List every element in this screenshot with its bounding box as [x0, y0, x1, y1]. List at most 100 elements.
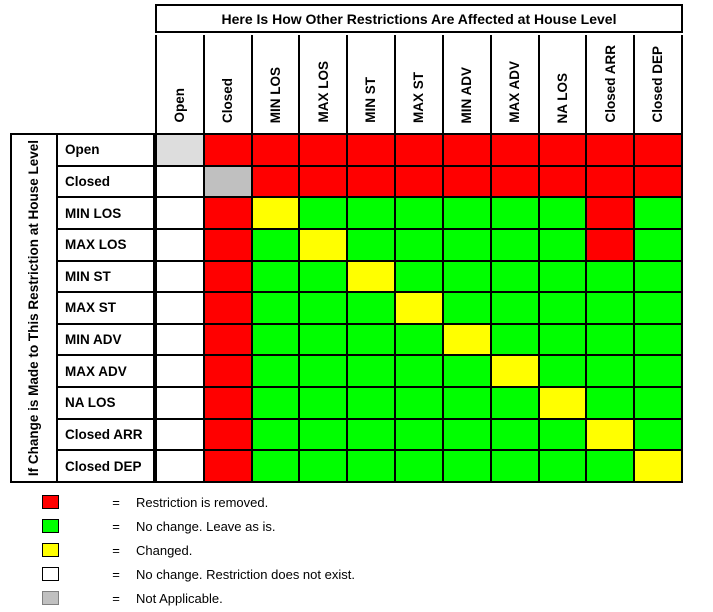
matrix-cell: [539, 166, 586, 197]
matrix-cell: [252, 135, 299, 165]
matrix-cell: [396, 388, 442, 418]
matrix-cell: [300, 135, 347, 165]
matrix-cell: [157, 135, 203, 165]
row-axis-label-cell: If Change is Made to This Restriction at…: [12, 135, 58, 481]
matrix-cell: [157, 324, 203, 355]
matrix-cell: [300, 229, 347, 260]
matrix-cell: [491, 198, 538, 228]
matrix-cell: [587, 261, 634, 292]
column-header-label: Closed DEP: [650, 46, 666, 123]
matrix-cell: [396, 324, 442, 355]
legend-label: Not Applicable.: [136, 590, 223, 606]
matrix-cell: [252, 419, 299, 450]
matrix-cell: [252, 166, 299, 197]
matrix-cell: [300, 166, 347, 197]
column-header: Closed DEP: [635, 35, 681, 133]
legend-label: Changed.: [136, 542, 193, 558]
column-header-label: MAX ADV: [506, 61, 522, 123]
matrix-cell: [443, 198, 490, 228]
matrix-cell: [491, 261, 538, 292]
column-header: MAX ST: [396, 35, 442, 133]
matrix-cell: [348, 419, 395, 450]
matrix-cell: [157, 198, 203, 228]
matrix-cell: [157, 419, 203, 450]
matrix-cell: [587, 419, 634, 450]
matrix-cell: [539, 324, 586, 355]
matrix-cell: [348, 135, 395, 165]
legend-color-swatch: [42, 591, 59, 605]
matrix-cell: [204, 229, 251, 260]
matrix-cell: [300, 451, 347, 481]
row-header: MIN LOS: [58, 198, 153, 228]
matrix-cell: [635, 229, 681, 260]
matrix-cell: [204, 324, 251, 355]
matrix-cell: [539, 261, 586, 292]
row-header: MAX ADV: [58, 356, 153, 387]
matrix-cell: [491, 419, 538, 450]
matrix-cell: [300, 419, 347, 450]
legend-equals: =: [112, 542, 120, 558]
matrix-cell: [252, 293, 299, 323]
matrix-cell: [539, 388, 586, 418]
matrix-cell: [491, 293, 538, 323]
legend-equals: =: [112, 494, 120, 510]
row-header: Open: [58, 135, 153, 165]
legend-item: = No change. Restriction does not exist.: [0, 562, 500, 586]
matrix-cell: [491, 388, 538, 418]
matrix-cell: [635, 198, 681, 228]
column-header-label: MIN LOS: [267, 66, 283, 123]
matrix-cell: [204, 293, 251, 323]
matrix-cell: [491, 166, 538, 197]
left-block: If Change is Made to This Restriction at…: [10, 133, 155, 483]
matrix-cell: [539, 198, 586, 228]
matrix-cell: [204, 356, 251, 387]
matrix-cell: [539, 135, 586, 165]
row-header: MAX ST: [58, 293, 153, 323]
column-header: Closed: [204, 35, 251, 133]
matrix-cell: [252, 229, 299, 260]
matrix-cell: [491, 229, 538, 260]
column-header: MAX LOS: [300, 35, 347, 133]
matrix-cell: [204, 261, 251, 292]
matrix-cell: [204, 419, 251, 450]
column-header-label: NA LOS: [554, 72, 570, 124]
matrix-cell: [157, 166, 203, 197]
matrix-cell: [157, 388, 203, 418]
column-headers: Open Closed MIN LOS MAX LOS MIN ST MAX ST MIN …: [155, 35, 683, 133]
legend-color-swatch: [42, 567, 59, 581]
matrix-cell: [587, 229, 634, 260]
matrix-cell: [587, 388, 634, 418]
matrix-cell: [204, 135, 251, 165]
legend-label: Restriction is removed.: [136, 494, 269, 510]
row-header: MIN ADV: [58, 324, 153, 355]
matrix-cell: [443, 356, 490, 387]
matrix-cell: [348, 451, 395, 481]
matrix-cell: [348, 324, 395, 355]
matrix-cell: [204, 198, 251, 228]
matrix-cell: [443, 293, 490, 323]
matrix-cell: [491, 324, 538, 355]
matrix-cell: [157, 356, 203, 387]
legend-item: = Changed.: [0, 538, 500, 562]
matrix-title: Here Is How Other Restrictions Are Affec…: [155, 4, 683, 33]
matrix-cell: [348, 166, 395, 197]
matrix-cell: [204, 451, 251, 481]
matrix-cell: [443, 324, 490, 355]
matrix-cell: [443, 388, 490, 418]
matrix-cell: [635, 261, 681, 292]
column-header-label: Open: [172, 88, 188, 123]
legend-label: No change. Restriction does not exist.: [136, 566, 355, 582]
matrix-cell: [443, 451, 490, 481]
matrix-cell: [539, 229, 586, 260]
matrix-cell: [157, 261, 203, 292]
matrix-cell: [348, 261, 395, 292]
matrix-cell: [635, 324, 681, 355]
matrix-cell: [635, 293, 681, 323]
matrix-cell: [252, 451, 299, 481]
column-header-label: MAX LOS: [315, 61, 331, 123]
row-header: NA LOS: [58, 388, 153, 418]
matrix-cell: [252, 324, 299, 355]
legend-item: = Not Applicable.: [0, 586, 500, 610]
matrix-cell: [300, 388, 347, 418]
